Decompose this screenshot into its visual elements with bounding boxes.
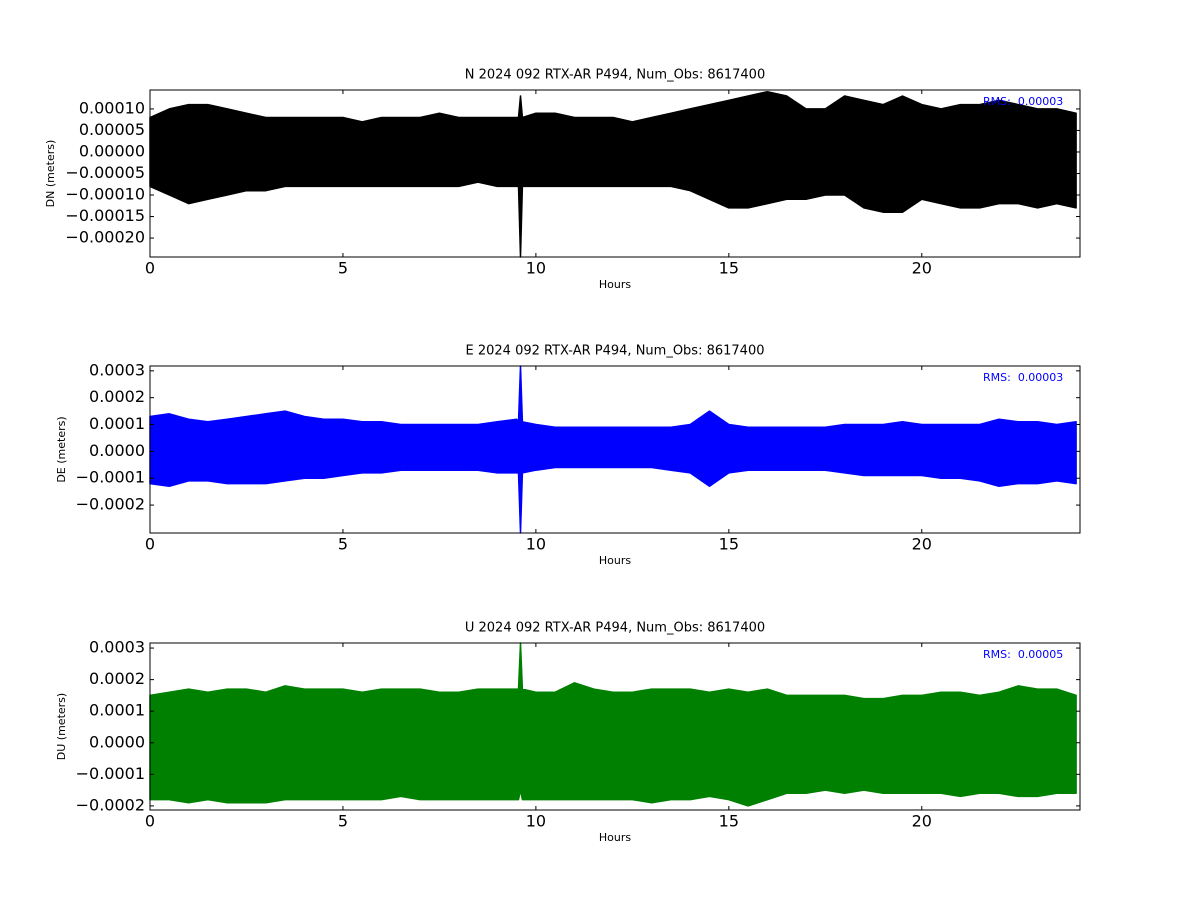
y-tick-label: −0.0001	[76, 764, 145, 783]
y-tick-label: 0.0001	[89, 414, 145, 433]
x-tick-label: 20	[912, 535, 932, 554]
y-tick-label: −0.00005	[65, 163, 145, 182]
x-tick-label: 15	[719, 259, 739, 278]
y-tick-label: −0.00020	[65, 228, 145, 247]
y-tick-label: −0.0002	[76, 495, 145, 514]
y-tick-label: 0.0001	[89, 701, 145, 720]
y-tick-label: 0.00000	[79, 141, 145, 160]
x-tick-label: 0	[145, 812, 155, 831]
signal-band	[149, 642, 1077, 807]
x-axis-label: Hours	[599, 278, 631, 291]
y-tick-label: 0.00010	[79, 98, 145, 117]
rms-annotation: RMS: 0.00005	[983, 648, 1063, 661]
x-tick-label: 15	[719, 535, 739, 554]
plot-frame	[149, 365, 1081, 534]
x-axis-label: Hours	[599, 554, 631, 567]
y-tick-label: −0.00015	[65, 206, 145, 225]
y-axis-label: DN (meters)	[44, 140, 57, 208]
y-tick-label: 0.0003	[89, 638, 145, 657]
y-tick-label: 0.0000	[89, 441, 145, 460]
plot-frame	[149, 642, 1081, 811]
y-tick-label: 0.0002	[89, 387, 145, 406]
x-tick-label: 0	[145, 259, 155, 278]
x-tick-label: 15	[719, 812, 739, 831]
rms-annotation: RMS: 0.00003	[983, 95, 1063, 108]
x-axis-label: Hours	[599, 831, 631, 844]
rms-annotation: RMS: 0.00003	[983, 371, 1063, 384]
signal-band	[149, 90, 1077, 258]
y-tick-label: 0.0003	[89, 360, 145, 379]
x-tick-label: 5	[338, 259, 348, 278]
y-axis-label: DE (meters)	[55, 416, 68, 482]
x-tick-label: 0	[145, 535, 155, 554]
y-axis-label: DU (meters)	[55, 693, 68, 760]
y-tick-label: 0.0002	[89, 669, 145, 688]
x-tick-label: 10	[526, 535, 546, 554]
y-tick-label: 0.0000	[89, 732, 145, 751]
y-tick-label: −0.0002	[76, 795, 145, 814]
signal-band	[149, 365, 1077, 534]
y-tick-label: 0.00005	[79, 120, 145, 139]
y-tick-label: −0.00010	[65, 185, 145, 204]
x-tick-label: 10	[526, 812, 546, 831]
y-tick-label: −0.0001	[76, 468, 145, 487]
x-tick-label: 10	[526, 259, 546, 278]
panel-title: U 2024 092 RTX-AR P494, Num_Obs: 8617400	[465, 621, 765, 636]
x-tick-label: 20	[912, 259, 932, 278]
x-tick-label: 5	[338, 812, 348, 831]
x-tick-label: 20	[912, 812, 932, 831]
panel-title: E 2024 092 RTX-AR P494, Num_Obs: 8617400	[466, 344, 765, 359]
x-tick-label: 5	[338, 535, 348, 554]
panel-title: N 2024 092 RTX-AR P494, Num_Obs: 8617400	[465, 68, 765, 83]
